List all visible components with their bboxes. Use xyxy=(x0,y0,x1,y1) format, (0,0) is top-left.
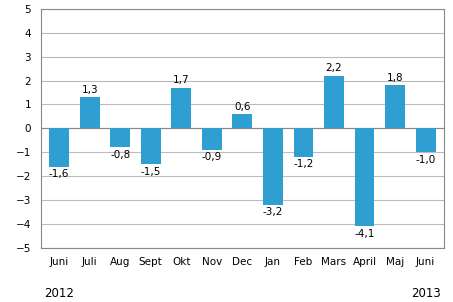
Text: -1,5: -1,5 xyxy=(140,166,161,177)
Bar xyxy=(294,128,313,157)
Bar xyxy=(49,128,69,166)
Text: 2,2: 2,2 xyxy=(326,63,342,73)
Bar xyxy=(416,128,435,152)
Text: 1,7: 1,7 xyxy=(173,76,190,85)
Bar xyxy=(355,128,375,226)
Bar xyxy=(110,128,130,147)
Bar xyxy=(385,85,405,128)
Text: -0,8: -0,8 xyxy=(110,150,130,160)
Text: -1,6: -1,6 xyxy=(49,169,69,179)
Bar xyxy=(202,128,222,150)
Text: -3,2: -3,2 xyxy=(263,207,283,217)
Bar xyxy=(324,76,344,128)
Text: 0,6: 0,6 xyxy=(234,102,251,112)
Bar xyxy=(232,114,252,128)
Text: 2012: 2012 xyxy=(44,287,74,300)
Bar xyxy=(171,88,191,128)
Bar xyxy=(263,128,283,205)
Text: -0,9: -0,9 xyxy=(202,152,222,162)
Text: -1,2: -1,2 xyxy=(293,159,313,169)
Text: 1,3: 1,3 xyxy=(82,85,98,95)
Text: 2013: 2013 xyxy=(411,287,440,300)
Text: 1,8: 1,8 xyxy=(387,73,403,83)
Text: -4,1: -4,1 xyxy=(354,229,375,239)
Bar xyxy=(141,128,161,164)
Text: -1,0: -1,0 xyxy=(415,155,436,165)
Bar xyxy=(80,97,100,128)
